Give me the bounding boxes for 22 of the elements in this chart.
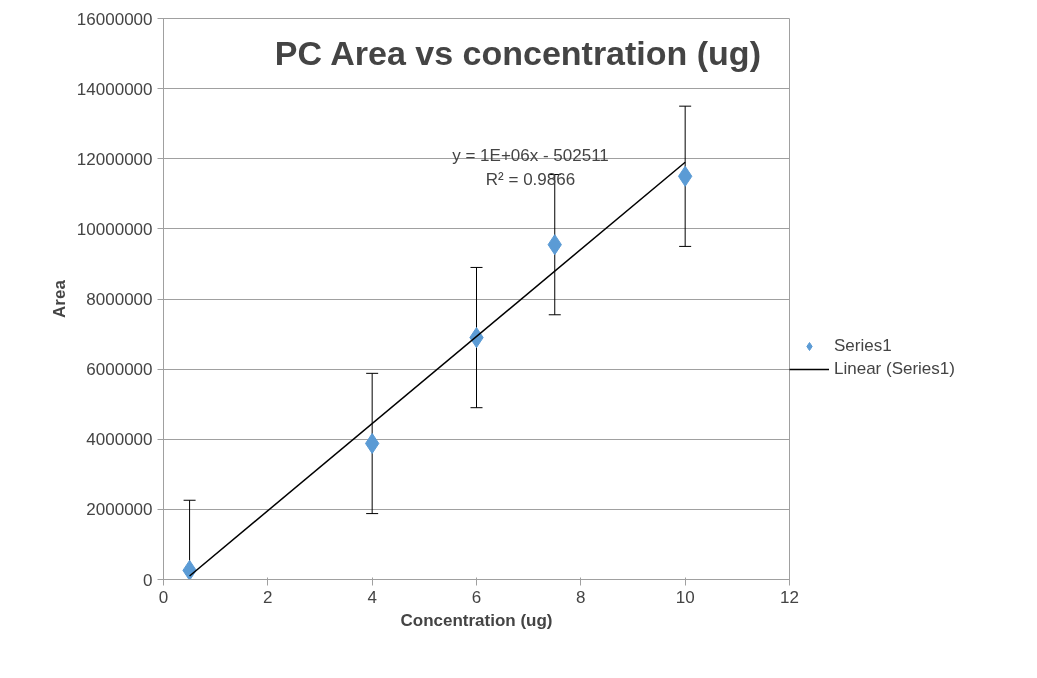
y-tick-label: 6000000 [86, 360, 153, 380]
text: PC Area vs concentration (ug) [274, 33, 761, 72]
x-tick-label: 4 [367, 587, 377, 607]
point [182, 559, 197, 580]
x-tick-label: 2 [263, 587, 273, 607]
x-tick-label: 12 [780, 587, 799, 607]
y-tick-label: 10000000 [76, 219, 153, 239]
y-tick-label: 4000000 [86, 430, 153, 450]
x-axis-title: Concentration (ug) [400, 610, 553, 630]
x-tick-label: 0 [158, 587, 169, 607]
y-tick-label: 14000000 [76, 79, 153, 99]
y-tick-label: 12000000 [76, 149, 153, 169]
legend-label: Series1 [834, 336, 892, 356]
x-tick-label: 8 [576, 587, 586, 607]
x-tick-label: 6 [471, 587, 482, 607]
y-tick-label: 16000000 [76, 9, 153, 29]
y-tick-label: 8000000 [86, 290, 153, 309]
y-axis-title: Area [49, 279, 69, 318]
y-tick-label: 2000000 [86, 500, 153, 520]
y-tick-label: 0 [143, 570, 153, 590]
legend-label: Linear (Series1) [834, 359, 955, 379]
x-tick-label: 10 [675, 587, 695, 607]
